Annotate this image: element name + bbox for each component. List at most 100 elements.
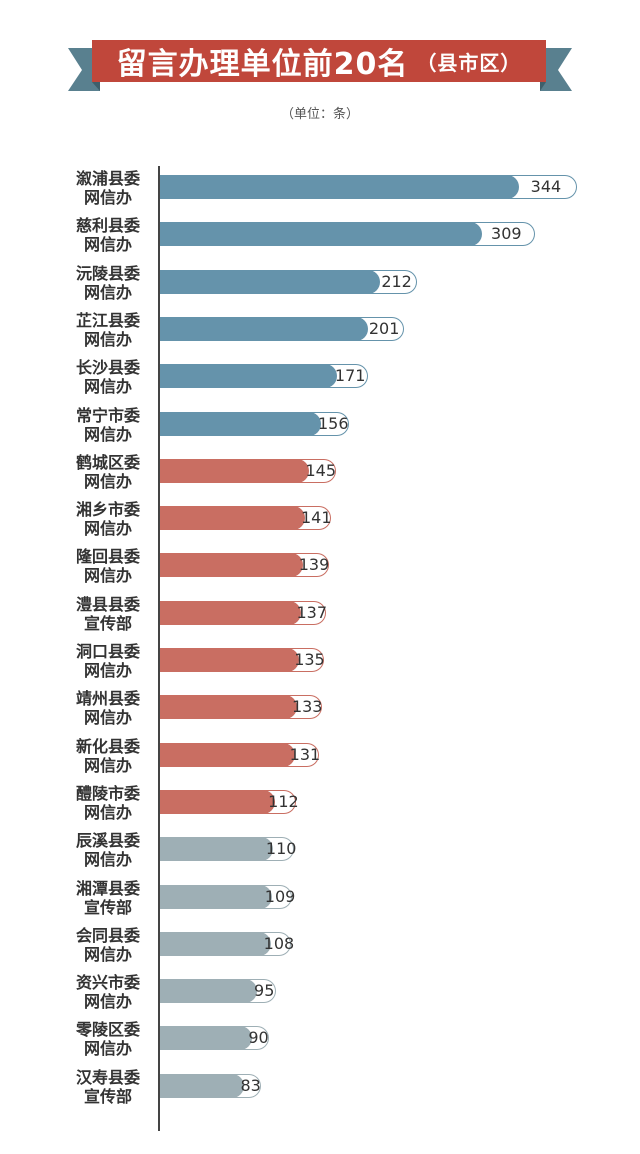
data-label: 137 — [296, 602, 327, 622]
data-label: 212 — [381, 271, 412, 291]
category-label-line: 网信办 — [83, 755, 132, 775]
data-label: 133 — [291, 697, 323, 717]
bar-row: 常宁市委 网信办 156 — [0, 403, 640, 447]
bar — [160, 269, 380, 294]
data-label: 90 — [248, 1028, 269, 1048]
bar — [160, 1026, 252, 1051]
bar — [160, 506, 306, 531]
category-label-line: 汉寿县委 — [75, 1067, 140, 1087]
bar — [160, 979, 257, 1004]
category-label: 溆浦县委 网信办 — [60, 169, 156, 207]
bar-row: 沅陵县委 网信办 212 — [0, 261, 640, 305]
category-label-line: 网信办 — [83, 471, 132, 491]
data-label: 141 — [300, 508, 332, 528]
data-label: 95 — [254, 981, 275, 1001]
category-label: 长沙县委 网信办 — [60, 358, 156, 396]
category-label: 隆回县委 网信办 — [60, 547, 156, 585]
ribbon-right-fold — [540, 82, 546, 91]
bar — [160, 316, 369, 341]
category-label-line: 慈利县委 — [75, 216, 140, 236]
bar — [160, 837, 273, 862]
category-label: 常宁市委 网信办 — [60, 406, 156, 444]
category-label: 湘乡市委 网信办 — [60, 500, 156, 538]
y-axis-line — [158, 166, 160, 1131]
category-label-line: 醴陵市委 — [75, 783, 140, 803]
data-label: 108 — [263, 933, 295, 953]
data-label: 309 — [491, 224, 522, 244]
data-label: 145 — [305, 460, 337, 480]
category-label-line: 湘乡市委 — [75, 500, 140, 520]
category-label: 资兴市委 网信办 — [60, 973, 156, 1011]
category-label-line: 溆浦县委 — [75, 169, 140, 188]
bar-row: 洞口县委 网信办 135 — [0, 639, 640, 683]
category-label-line: 网信办 — [83, 377, 132, 397]
data-label: 201 — [368, 318, 400, 338]
chart-title: 留言办理单位前20名 （县市区） — [92, 40, 546, 82]
bar — [160, 175, 519, 199]
category-label-line: 辰溪县委 — [75, 831, 140, 851]
category-label-line: 沅陵县委 — [75, 263, 140, 283]
bar-row: 醴陵市委 网信办 112 — [0, 781, 640, 825]
data-label: 109 — [264, 886, 296, 906]
data-label: 139 — [298, 555, 330, 575]
category-label: 汉寿县委 宣传部 — [60, 1068, 156, 1106]
bar — [160, 1073, 245, 1098]
bar-row: 新化县委 网信办 131 — [0, 734, 640, 778]
category-label-line: 常宁市委 — [75, 405, 140, 425]
category-label-line: 宣传部 — [83, 897, 132, 917]
data-label: 110 — [265, 839, 297, 859]
ribbon-main — [92, 40, 546, 82]
category-label-line: 会同县委 — [75, 925, 140, 945]
chart-title-main: 留言办理单位前20名 — [116, 47, 409, 82]
category-label: 洞口县委 网信办 — [60, 642, 156, 680]
category-label-line: 网信办 — [83, 424, 132, 444]
category-label-line: 新化县委 — [75, 736, 140, 756]
category-label-line: 网信办 — [83, 188, 132, 207]
bar-row: 零陵区委 网信办 90 — [0, 1017, 640, 1061]
category-label: 零陵区委 网信办 — [60, 1020, 156, 1058]
category-label: 芷江县委 网信办 — [60, 311, 156, 349]
ribbon-left-fold — [92, 82, 100, 91]
category-label-line: 网信办 — [83, 282, 132, 302]
bar-row: 澧县县委 宣传部 137 — [0, 592, 640, 636]
category-label-line: 鹤城区委 — [75, 452, 140, 472]
category-label-line: 靖州县委 — [75, 689, 140, 709]
category-label: 澧县县委 宣传部 — [60, 595, 156, 633]
data-label: 156 — [317, 413, 349, 433]
category-label-line: 网信办 — [83, 992, 132, 1012]
bar — [160, 364, 337, 389]
bar-row: 会同县委 网信办 108 — [0, 923, 640, 967]
category-label-line: 网信办 — [83, 329, 132, 349]
category-label-line: 网信办 — [83, 1039, 132, 1059]
category-label-line: 网信办 — [83, 661, 132, 680]
category-label-line: 网信办 — [83, 708, 132, 728]
bar — [160, 742, 295, 767]
bar-row: 湘乡市委 网信办 141 — [0, 497, 640, 541]
category-label: 湘潭县委 宣传部 — [60, 879, 156, 917]
bar-row: 靖州县委 网信办 133 — [0, 686, 640, 730]
bar-row: 湘潭县委 宣传部 109 — [0, 876, 640, 920]
bar — [160, 648, 299, 672]
data-label: 344 — [530, 177, 562, 196]
category-label-line: 长沙县委 — [75, 358, 140, 378]
category-label: 靖州县委 网信办 — [60, 689, 156, 727]
title-ribbon — [68, 40, 572, 91]
data-label: 131 — [289, 744, 321, 764]
category-label-line: 湘潭县委 — [75, 878, 140, 898]
bar — [160, 931, 271, 956]
category-label-line: 网信办 — [83, 566, 132, 586]
bar — [160, 600, 302, 625]
unit-label: （单位：条） — [280, 107, 359, 122]
data-label: 171 — [334, 366, 366, 386]
category-label-line: 洞口县委 — [75, 642, 140, 661]
category-label: 新化县委 网信办 — [60, 737, 156, 775]
category-label: 会同县委 网信办 — [60, 926, 156, 964]
data-label: 135 — [294, 650, 325, 669]
bar — [160, 884, 272, 909]
bar-row: 资兴市委 网信办 95 — [0, 970, 640, 1014]
category-label-line: 芷江县委 — [75, 310, 140, 330]
bar-row: 辰溪县委 网信办 110 — [0, 828, 640, 872]
category-label-line: 宣传部 — [83, 613, 132, 633]
bar — [160, 222, 482, 247]
category-label-line: 隆回县委 — [75, 547, 140, 567]
